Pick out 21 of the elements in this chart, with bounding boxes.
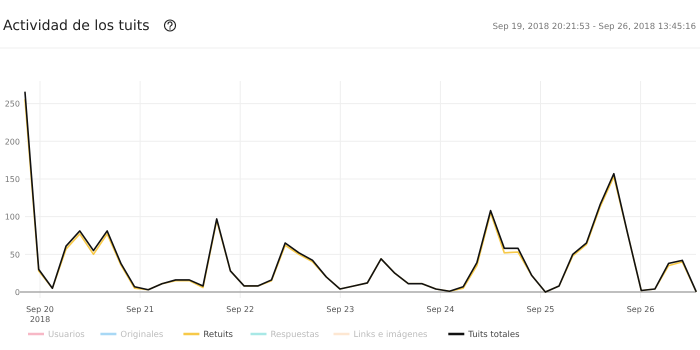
y-tick-label: 0: [14, 288, 20, 297]
y-tick-label: 100: [4, 212, 20, 222]
x-tick-label: Sep 23: [326, 305, 354, 314]
x-tick-label: Sep 24: [426, 305, 454, 314]
x-tick-label: Sep 22: [226, 305, 254, 314]
chart-subtitle: Sep 19, 2018 20:21:53 - Sep 26, 2018 13:45:16: [492, 22, 696, 32]
legend-label: Usuarios: [48, 330, 86, 340]
y-tick-label: 150: [4, 174, 20, 184]
chart-title: Actividad de los tuits: [3, 18, 150, 34]
legend-label: Originales: [120, 330, 164, 340]
y-tick-label: 50: [10, 250, 20, 260]
x-tick-label: Sep 21: [126, 305, 154, 314]
legend-label: Tuits totales: [467, 330, 520, 340]
y-tick-label: 200: [4, 137, 20, 146]
legend-label: Retuits: [203, 330, 234, 340]
x-tick-label: Sep 25: [526, 305, 554, 314]
legend-label: Respuestas: [270, 330, 320, 340]
y-tick-label: 250: [4, 100, 20, 109]
legend-label: Links e imágenes: [354, 330, 428, 340]
x-tick-label: Sep 20 2018: [26, 305, 54, 324]
x-tick-label: Sep 26: [626, 305, 655, 314]
